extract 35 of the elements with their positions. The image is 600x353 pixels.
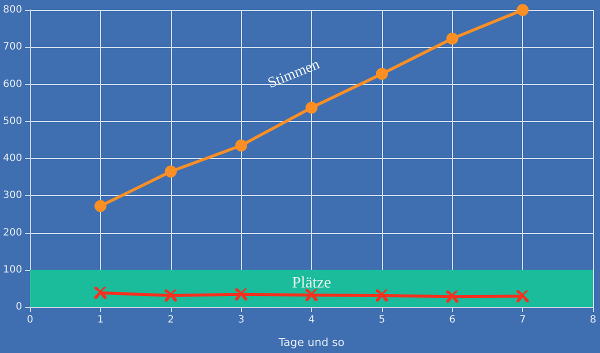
x-tick-label: 3 (238, 314, 244, 326)
x-tick-label: 6 (449, 314, 456, 326)
y-tick-label: 500 (2, 116, 22, 127)
point (94, 286, 106, 299)
y-tick-label: 700 (2, 42, 22, 53)
point (164, 165, 177, 178)
x-tick-label: 7 (519, 314, 526, 326)
x-tick-label: 5 (378, 314, 386, 326)
point (94, 200, 106, 212)
point (235, 288, 248, 300)
x-tick-label: 4 (308, 314, 315, 326)
point (516, 290, 529, 302)
point (306, 289, 318, 302)
point (376, 289, 388, 302)
y-tick-label: 400 (2, 153, 22, 164)
point (306, 102, 318, 114)
x-tick-label: 2 (168, 314, 174, 326)
y-tick-label: 0 (16, 302, 22, 312)
point (164, 289, 177, 302)
y-tick-label: 600 (2, 78, 22, 90)
x-tick-label: 0 (26, 314, 34, 326)
y-tick-label: 200 (2, 227, 22, 238)
band-label: Plätze (292, 274, 332, 292)
x-axis-title: Tage und so (278, 336, 345, 349)
point (235, 140, 248, 152)
point (446, 290, 458, 303)
point (446, 32, 458, 45)
text: Stimmen (266, 56, 322, 92)
y-tick-label: 100 (2, 264, 22, 276)
y-tick-label: 800 (2, 4, 22, 16)
point (516, 4, 529, 16)
point (376, 68, 388, 80)
y-tick-label: 300 (2, 190, 22, 202)
x-tick-label: 8 (590, 314, 596, 326)
x-tick-label: 1 (97, 314, 104, 326)
